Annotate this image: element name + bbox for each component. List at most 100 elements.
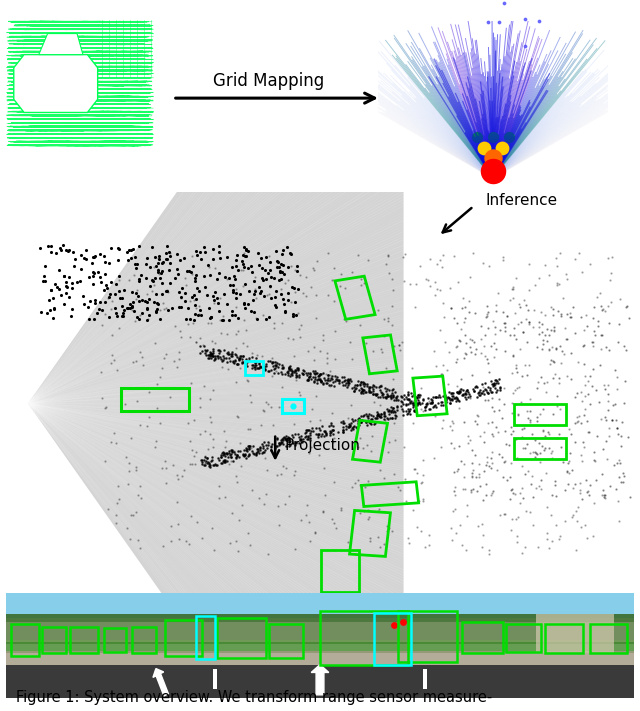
Point [445,420,455,432]
Point [135,309,145,321]
Point [359,380,369,392]
Point [361,417,371,428]
Point [387,300,397,311]
Point [528,519,538,530]
Point [190,308,200,319]
Point [401,398,411,410]
Point [137,294,147,306]
Point [618,397,628,409]
Point [109,354,120,365]
Point [451,396,461,407]
Point [206,311,216,323]
Point [560,484,570,496]
Point [363,255,373,266]
Point [262,365,273,376]
Point [298,365,308,377]
Point [205,347,216,358]
Point [399,275,409,287]
Point [227,444,237,456]
Point [266,292,276,304]
Point [431,402,441,413]
Point [276,381,287,392]
Point [317,506,328,518]
Point [142,252,152,264]
Point [510,385,520,396]
Point [357,414,367,425]
Point [430,391,440,402]
Point [409,389,419,400]
Point [511,363,522,374]
Point [566,373,576,384]
Point [444,392,454,404]
Point [253,359,264,370]
Point [200,451,210,462]
Point [278,434,288,446]
Point [500,317,510,328]
Point [455,385,465,397]
Point [316,414,326,425]
Point [588,530,598,542]
Point [353,418,363,429]
Point [311,312,321,324]
Point [107,296,117,307]
Point [205,429,215,440]
Point [431,391,442,402]
Point [190,459,200,470]
Point [189,415,199,426]
Point [318,368,328,379]
Point [540,329,550,341]
Point [202,346,212,357]
Point [150,442,161,453]
Point [130,259,140,270]
Point [195,332,205,343]
Point [113,255,123,266]
Point [72,276,83,287]
Point [59,299,69,310]
Point [500,346,510,357]
Point [282,367,292,378]
Point [401,400,411,411]
Point [346,424,356,435]
Point [204,457,214,469]
Point [492,375,502,387]
Point [356,383,367,395]
Point [172,248,182,260]
Point [152,297,162,309]
Point [591,474,601,486]
Point [330,325,340,336]
Point [364,387,374,398]
Point [424,529,434,540]
Point [612,496,623,507]
Point [249,306,259,318]
Point [272,433,282,444]
Point [134,346,145,358]
Point [453,385,463,397]
Point [504,439,514,451]
Point [325,365,335,377]
Point [445,395,455,406]
Point [413,390,423,401]
Point [524,316,534,327]
Point [534,409,545,420]
Point [200,450,211,461]
Point [323,369,333,380]
Point [175,326,186,337]
Point [268,419,278,431]
Point [438,298,449,309]
Point [45,304,55,316]
Point [494,16,504,28]
Point [488,431,499,442]
Point [276,438,287,449]
Point [289,407,299,418]
Point [205,412,215,423]
Point [341,423,351,434]
Point [313,370,323,381]
Point [506,429,516,440]
Point [465,271,476,282]
Point [449,481,460,493]
Point [207,346,218,357]
Point [405,397,415,409]
Point [419,401,429,412]
Point [568,301,578,313]
Point [567,511,577,523]
